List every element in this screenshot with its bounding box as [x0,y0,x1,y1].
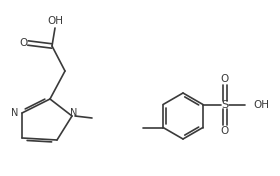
Text: O: O [221,74,229,83]
Text: O: O [221,125,229,136]
Text: N: N [11,108,19,118]
Text: OH: OH [253,99,269,109]
Text: O: O [19,38,27,48]
Text: N: N [70,108,78,118]
Text: S: S [221,99,228,109]
Text: OH: OH [47,16,63,26]
